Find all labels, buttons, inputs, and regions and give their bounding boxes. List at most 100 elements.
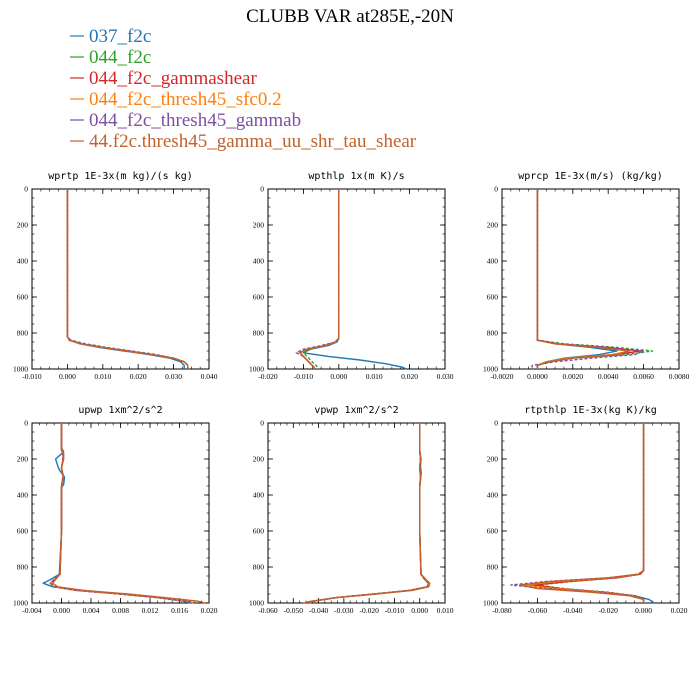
y-tick-label: 1000 bbox=[13, 599, 28, 608]
series-line bbox=[536, 189, 654, 369]
legend-label: 044_f2c_gammashear bbox=[89, 68, 257, 89]
y-tick-label: 400 bbox=[17, 257, 29, 266]
y-tick-label: 200 bbox=[487, 221, 499, 230]
y-tick-label: 200 bbox=[17, 221, 29, 230]
panel-title: wprtp 1E-3x(m kg)/(s kg) bbox=[48, 171, 193, 182]
panel-grid: wprtp 1E-3x(m kg)/(s kg) 0 200 400 600 800 100… bbox=[13, 171, 690, 615]
y-tick-label: 0 bbox=[24, 185, 28, 194]
series-line bbox=[308, 423, 430, 604]
x-tick-label: 0.020 bbox=[130, 372, 147, 381]
x-tick-label: 0.004 bbox=[83, 606, 100, 615]
plot-frame bbox=[501, 422, 680, 604]
x-tick-label: -0.020 bbox=[258, 372, 278, 381]
series-line bbox=[49, 423, 195, 604]
x-tick-label: -0.004 bbox=[22, 606, 42, 615]
legend-label: 044_f2c_thresh45_gammab bbox=[89, 110, 301, 131]
series-line bbox=[302, 189, 407, 370]
y-tick-label: 800 bbox=[17, 329, 29, 338]
y-tick-label: 0 bbox=[260, 185, 264, 194]
y-tick-label: 800 bbox=[487, 563, 499, 572]
figure-title: CLUBB VAR at285E,-20N bbox=[246, 6, 454, 27]
y-tick-label: 400 bbox=[253, 257, 265, 266]
y-tick-label: 0 bbox=[260, 419, 264, 428]
y-tick-label: 1000 bbox=[483, 599, 498, 608]
legend-label: 044_f2c bbox=[89, 47, 151, 68]
plot-frame bbox=[267, 188, 446, 370]
x-tick-label: -0.040 bbox=[309, 606, 329, 615]
y-tick-label: 0 bbox=[494, 419, 498, 428]
x-tick-label: -0.0020 bbox=[490, 372, 513, 381]
y-tick-label: 1000 bbox=[249, 599, 264, 608]
y-tick-label: 800 bbox=[17, 563, 29, 572]
y-tick-label: 800 bbox=[253, 329, 265, 338]
x-tick-label: -0.060 bbox=[528, 606, 548, 615]
x-tick-label: 0.0060 bbox=[633, 372, 654, 381]
series-line bbox=[519, 423, 645, 603]
y-tick-label: 200 bbox=[487, 455, 499, 464]
series-line bbox=[49, 423, 195, 604]
x-tick-label: 0.010 bbox=[437, 606, 454, 615]
x-tick-label: -0.010 bbox=[22, 372, 42, 381]
y-tick-label: 200 bbox=[253, 455, 265, 464]
series-line bbox=[303, 423, 431, 604]
x-tick-label: 0.000 bbox=[635, 606, 652, 615]
series-line bbox=[295, 189, 340, 369]
x-tick-label: 0.000 bbox=[411, 606, 428, 615]
x-tick-label: 0.030 bbox=[437, 372, 454, 381]
y-tick-label: 600 bbox=[253, 293, 265, 302]
x-tick-label: -0.020 bbox=[599, 606, 619, 615]
series-line bbox=[52, 423, 206, 604]
y-tick-label: 400 bbox=[487, 491, 499, 500]
x-tick-label: 0.020 bbox=[201, 606, 218, 615]
x-tick-label: 0.008 bbox=[112, 606, 129, 615]
y-tick-label: 200 bbox=[253, 221, 265, 230]
y-tick-label: 1000 bbox=[483, 365, 498, 374]
panel: wprcp 1E-3x(m/s) (kg/kg) 0 200 400 600 800 100… bbox=[483, 171, 690, 381]
x-tick-label: -0.080 bbox=[492, 606, 512, 615]
panel: rtpthlp 1E-3x(kg K)/kg02004006008001000-… bbox=[483, 405, 688, 615]
series-line bbox=[308, 423, 430, 604]
x-tick-label: 0.0040 bbox=[598, 372, 619, 381]
y-tick-label: 600 bbox=[17, 293, 29, 302]
plot-frame bbox=[31, 188, 210, 370]
x-tick-label: 0.030 bbox=[165, 372, 182, 381]
panel: wprtp 1E-3x(m kg)/(s kg) 0 200 400 600 800 100… bbox=[13, 171, 218, 381]
legend-label: 037_f2c bbox=[89, 26, 151, 47]
series-line bbox=[66, 189, 189, 369]
y-tick-label: 1000 bbox=[13, 365, 28, 374]
x-tick-label: 0.016 bbox=[171, 606, 188, 615]
series-line bbox=[42, 423, 191, 604]
x-tick-label: 0.010 bbox=[94, 372, 111, 381]
y-tick-label: 400 bbox=[487, 257, 499, 266]
panel-title: upwp 1xm^2/s^2 bbox=[78, 405, 162, 416]
panel-title: wpthlp 1x(m K)/s bbox=[308, 171, 404, 182]
plot-frame bbox=[501, 188, 680, 370]
y-tick-label: 600 bbox=[487, 293, 499, 302]
series-line bbox=[527, 423, 655, 604]
panel-title: vpwp 1xm^2/s^2 bbox=[314, 405, 398, 416]
x-tick-label: 0.0020 bbox=[562, 372, 583, 381]
y-tick-label: 400 bbox=[17, 491, 29, 500]
x-tick-label: -0.030 bbox=[334, 606, 354, 615]
series-line bbox=[308, 423, 430, 604]
panel: wpthlp 1x(m K)/s 0 200 400 600 800 1000-0.020 -… bbox=[249, 171, 454, 381]
x-tick-label: 0.000 bbox=[53, 606, 70, 615]
series-line bbox=[308, 423, 430, 604]
x-tick-label: -0.010 bbox=[294, 372, 314, 381]
y-tick-label: 400 bbox=[253, 491, 265, 500]
series-line bbox=[66, 189, 189, 369]
panel: vpwp 1xm^2/s^2 0 200 400 600 800 1000-0.060 -0.… bbox=[249, 405, 454, 615]
y-tick-label: 600 bbox=[253, 527, 265, 536]
y-tick-label: 200 bbox=[17, 455, 29, 464]
plot-frame bbox=[267, 422, 446, 604]
y-tick-label: 1000 bbox=[249, 365, 264, 374]
series-line bbox=[49, 423, 195, 604]
series-line bbox=[66, 189, 189, 369]
series-line bbox=[299, 189, 340, 369]
series-line bbox=[49, 423, 195, 604]
y-tick-label: 0 bbox=[24, 419, 28, 428]
x-tick-label: -0.010 bbox=[385, 606, 405, 615]
x-tick-label: -0.020 bbox=[359, 606, 379, 615]
x-tick-label: -0.050 bbox=[284, 606, 304, 615]
